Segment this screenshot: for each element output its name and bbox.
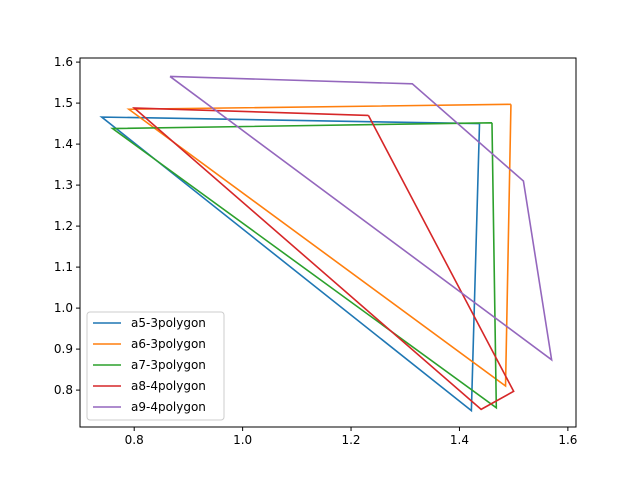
legend-label: a9-4polygon xyxy=(131,400,206,414)
legend-label: a7-3polygon xyxy=(131,358,206,372)
x-tick-label: 1.2 xyxy=(341,433,360,447)
axes-frame xyxy=(79,57,577,428)
y-tick-label: 0.9 xyxy=(54,342,73,356)
series-line-a8-4polygon xyxy=(131,107,515,411)
x-axis: 0.8 1.0 1.2 1.4 1.6 xyxy=(125,427,577,447)
y-tick-label: 1.4 xyxy=(54,137,73,151)
legend-label: a5-3polygon xyxy=(131,316,206,330)
y-tick-label: 1.1 xyxy=(54,260,73,274)
series-line-a5-3polygon xyxy=(99,116,481,413)
x-tick-label: 0.8 xyxy=(125,433,144,447)
y-tick-label: 1.3 xyxy=(54,178,73,192)
legend: a5-3polygon a6-3polygon a7-3polygon a8-4pol… xyxy=(86,311,225,421)
x-tick-label: 1.4 xyxy=(450,433,469,447)
series-line-a6-3polygon xyxy=(126,103,512,388)
y-tick-label: 1.6 xyxy=(54,55,73,69)
legend-label: a8-4polygon xyxy=(131,379,206,393)
legend-box xyxy=(86,311,225,421)
series-line-a7-3polygon xyxy=(110,121,498,410)
series-line-a9-4polygon xyxy=(169,75,553,362)
y-axis: 0.8 0.9 1.0 1.1 1.2 1.3 1.4 1.5 1.6 xyxy=(54,55,80,397)
y-tick-label: 1.5 xyxy=(54,96,73,110)
x-tick-label: 1.0 xyxy=(233,433,252,447)
legend-label: a6-3polygon xyxy=(131,337,206,351)
y-tick-label: 1.0 xyxy=(54,301,73,315)
y-tick-label: 1.2 xyxy=(54,219,73,233)
x-tick-label: 1.6 xyxy=(558,433,577,447)
series-layer xyxy=(99,75,553,413)
y-tick-label: 0.8 xyxy=(54,383,73,397)
